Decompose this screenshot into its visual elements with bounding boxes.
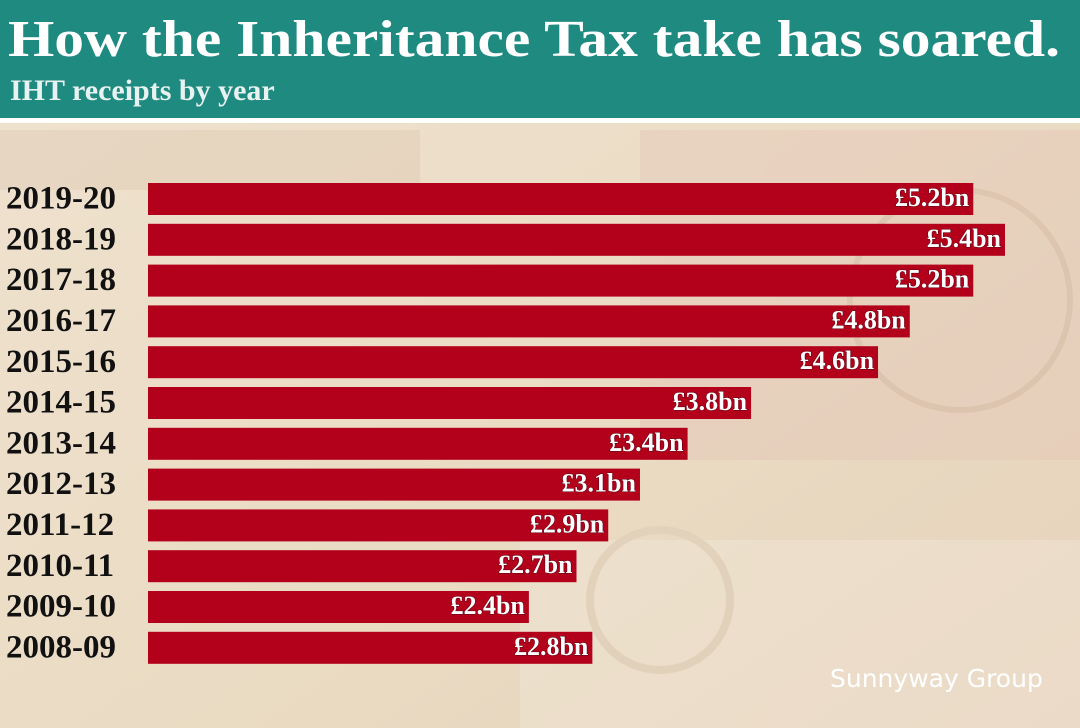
category-label: 2008-09 bbox=[6, 629, 116, 665]
bar bbox=[148, 305, 910, 338]
bar bbox=[148, 591, 529, 623]
value-label: £2.9bn bbox=[530, 509, 605, 538]
value-label: £5.2bn bbox=[895, 183, 970, 212]
bar bbox=[148, 550, 577, 583]
header-band bbox=[0, 0, 1080, 118]
bar bbox=[148, 387, 752, 419]
watermark: Sunnyway Group bbox=[830, 664, 1043, 693]
category-label: 2016-17 bbox=[6, 303, 116, 339]
bar bbox=[148, 346, 879, 379]
category-label: 2012-13 bbox=[6, 466, 116, 502]
category-label: 2019-20 bbox=[6, 181, 116, 217]
bar bbox=[148, 264, 974, 297]
value-label: £5.4bn bbox=[927, 224, 1002, 253]
category-label: 2011-12 bbox=[6, 507, 114, 543]
value-label: £4.6bn bbox=[800, 346, 875, 375]
value-label: £4.8bn bbox=[831, 305, 906, 334]
value-label: £5.2bn bbox=[895, 265, 970, 294]
category-label: 2018-19 bbox=[6, 221, 116, 257]
value-label: £3.1bn bbox=[562, 469, 637, 498]
category-label: 2014-15 bbox=[6, 385, 116, 421]
category-label: 2009-10 bbox=[6, 589, 116, 625]
value-label: £3.4bn bbox=[609, 428, 684, 457]
header-rule bbox=[0, 118, 1080, 123]
chart-subtitle: IHT receipts by year bbox=[10, 74, 275, 107]
bar bbox=[148, 468, 640, 501]
bar bbox=[148, 631, 593, 664]
category-label: 2015-16 bbox=[6, 344, 116, 380]
value-label: £2.8bn bbox=[514, 632, 589, 661]
bar bbox=[148, 223, 1005, 256]
bar bbox=[148, 427, 688, 460]
category-label: 2013-14 bbox=[6, 425, 116, 461]
value-label: £2.4bn bbox=[450, 591, 525, 620]
value-label: £3.8bn bbox=[673, 387, 748, 416]
bar bbox=[148, 509, 609, 542]
category-label: 2010-11 bbox=[6, 548, 114, 584]
value-label: £2.7bn bbox=[498, 550, 573, 579]
bar bbox=[148, 183, 974, 215]
chart-title: How the Inheritance Tax take has soared. bbox=[8, 11, 1060, 68]
category-label: 2017-18 bbox=[6, 262, 116, 298]
